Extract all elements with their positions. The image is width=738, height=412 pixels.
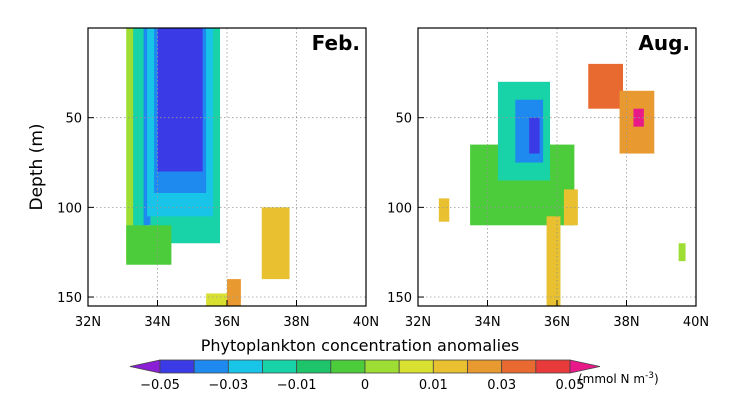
colorbar-units-exp: -3 xyxy=(645,371,654,381)
colorbar-segment xyxy=(535,359,571,374)
colorbar-tick-label: 0.01 xyxy=(419,378,448,393)
x-tick-label: 36N xyxy=(544,315,570,330)
anomaly-cell xyxy=(678,243,686,262)
panel-label: Aug. xyxy=(638,31,690,55)
colorbar-body: −0.05 −0.03 −0.01 0 0.01 0.03 0.05 xyxy=(129,359,601,393)
colorbar-tick-label: 0.03 xyxy=(487,378,516,393)
x-tick-label: 34N xyxy=(144,315,170,330)
x-tick-label: 40N xyxy=(353,315,379,330)
x-tick-label: 38N xyxy=(613,315,639,330)
colorbar-max-arrow xyxy=(569,359,601,374)
colorbar-tick-label: 0.05 xyxy=(556,378,585,393)
anomaly-cell xyxy=(227,279,241,306)
x-tick-label: 32N xyxy=(405,315,431,330)
y-tick-label: 150 xyxy=(57,291,82,306)
x-tick-label: 32N xyxy=(75,315,101,330)
colorbar-segment xyxy=(159,359,195,374)
colorbar-min-arrow xyxy=(129,359,161,374)
x-tick-label: 38N xyxy=(283,315,309,330)
shaded-cells xyxy=(126,28,290,306)
anomaly-cell xyxy=(206,293,227,306)
colorbar-segment xyxy=(432,359,468,374)
y-tick-label: 150 xyxy=(387,291,412,306)
anomaly-cell xyxy=(261,207,290,280)
colorbar-tick-label: −0.05 xyxy=(140,378,180,393)
panel-feb: 32N 34N 36N 38N 40N 50 100 150 Feb. xyxy=(57,27,379,330)
x-tick-label: 36N xyxy=(214,315,240,330)
colorbar-segment xyxy=(262,359,298,374)
anomaly-cell xyxy=(438,198,450,222)
colorbar-segment xyxy=(501,359,537,374)
colorbar-title: Phytoplankton concentration anomalies xyxy=(201,336,520,355)
colorbar-units-close: ) xyxy=(654,372,659,386)
y-tick-label: 50 xyxy=(395,112,412,127)
x-tick-label: 34N xyxy=(474,315,500,330)
colorbar-segment xyxy=(227,359,263,374)
colorbar-tick-label: 0 xyxy=(361,378,369,393)
y-tick-label: 100 xyxy=(57,201,82,216)
colorbar-units: (mmol N m-3) xyxy=(578,371,659,386)
colorbar-tick-label: −0.01 xyxy=(277,378,317,393)
colorbar: Phytoplankton concentration anomalies −0… xyxy=(129,336,659,393)
y-tick-label: 50 xyxy=(65,112,82,127)
anomaly-cell xyxy=(157,28,203,172)
colorbar-segment xyxy=(398,359,434,374)
colorbar-segment xyxy=(330,359,366,374)
anomaly-cell xyxy=(529,117,540,154)
colorbar-tick-label: −0.03 xyxy=(208,378,248,393)
panel-label: Feb. xyxy=(312,31,360,55)
colorbar-segment xyxy=(193,359,229,374)
y-axis-label: Depth (m) xyxy=(27,123,47,210)
panel-aug: 32N 34N 36N 38N 40N 50 100 150 Aug. xyxy=(387,27,709,330)
x-tick-label: 40N xyxy=(683,315,709,330)
colorbar-units-text: (mmol N m xyxy=(578,372,645,386)
anomaly-cell xyxy=(126,225,172,265)
anomaly-cell xyxy=(546,216,561,306)
colorbar-segment xyxy=(364,359,400,374)
y-tick-label: 100 xyxy=(387,201,412,216)
colorbar-segment xyxy=(296,359,332,374)
colorbar-segment xyxy=(467,359,503,374)
anomaly-cell xyxy=(588,63,624,109)
